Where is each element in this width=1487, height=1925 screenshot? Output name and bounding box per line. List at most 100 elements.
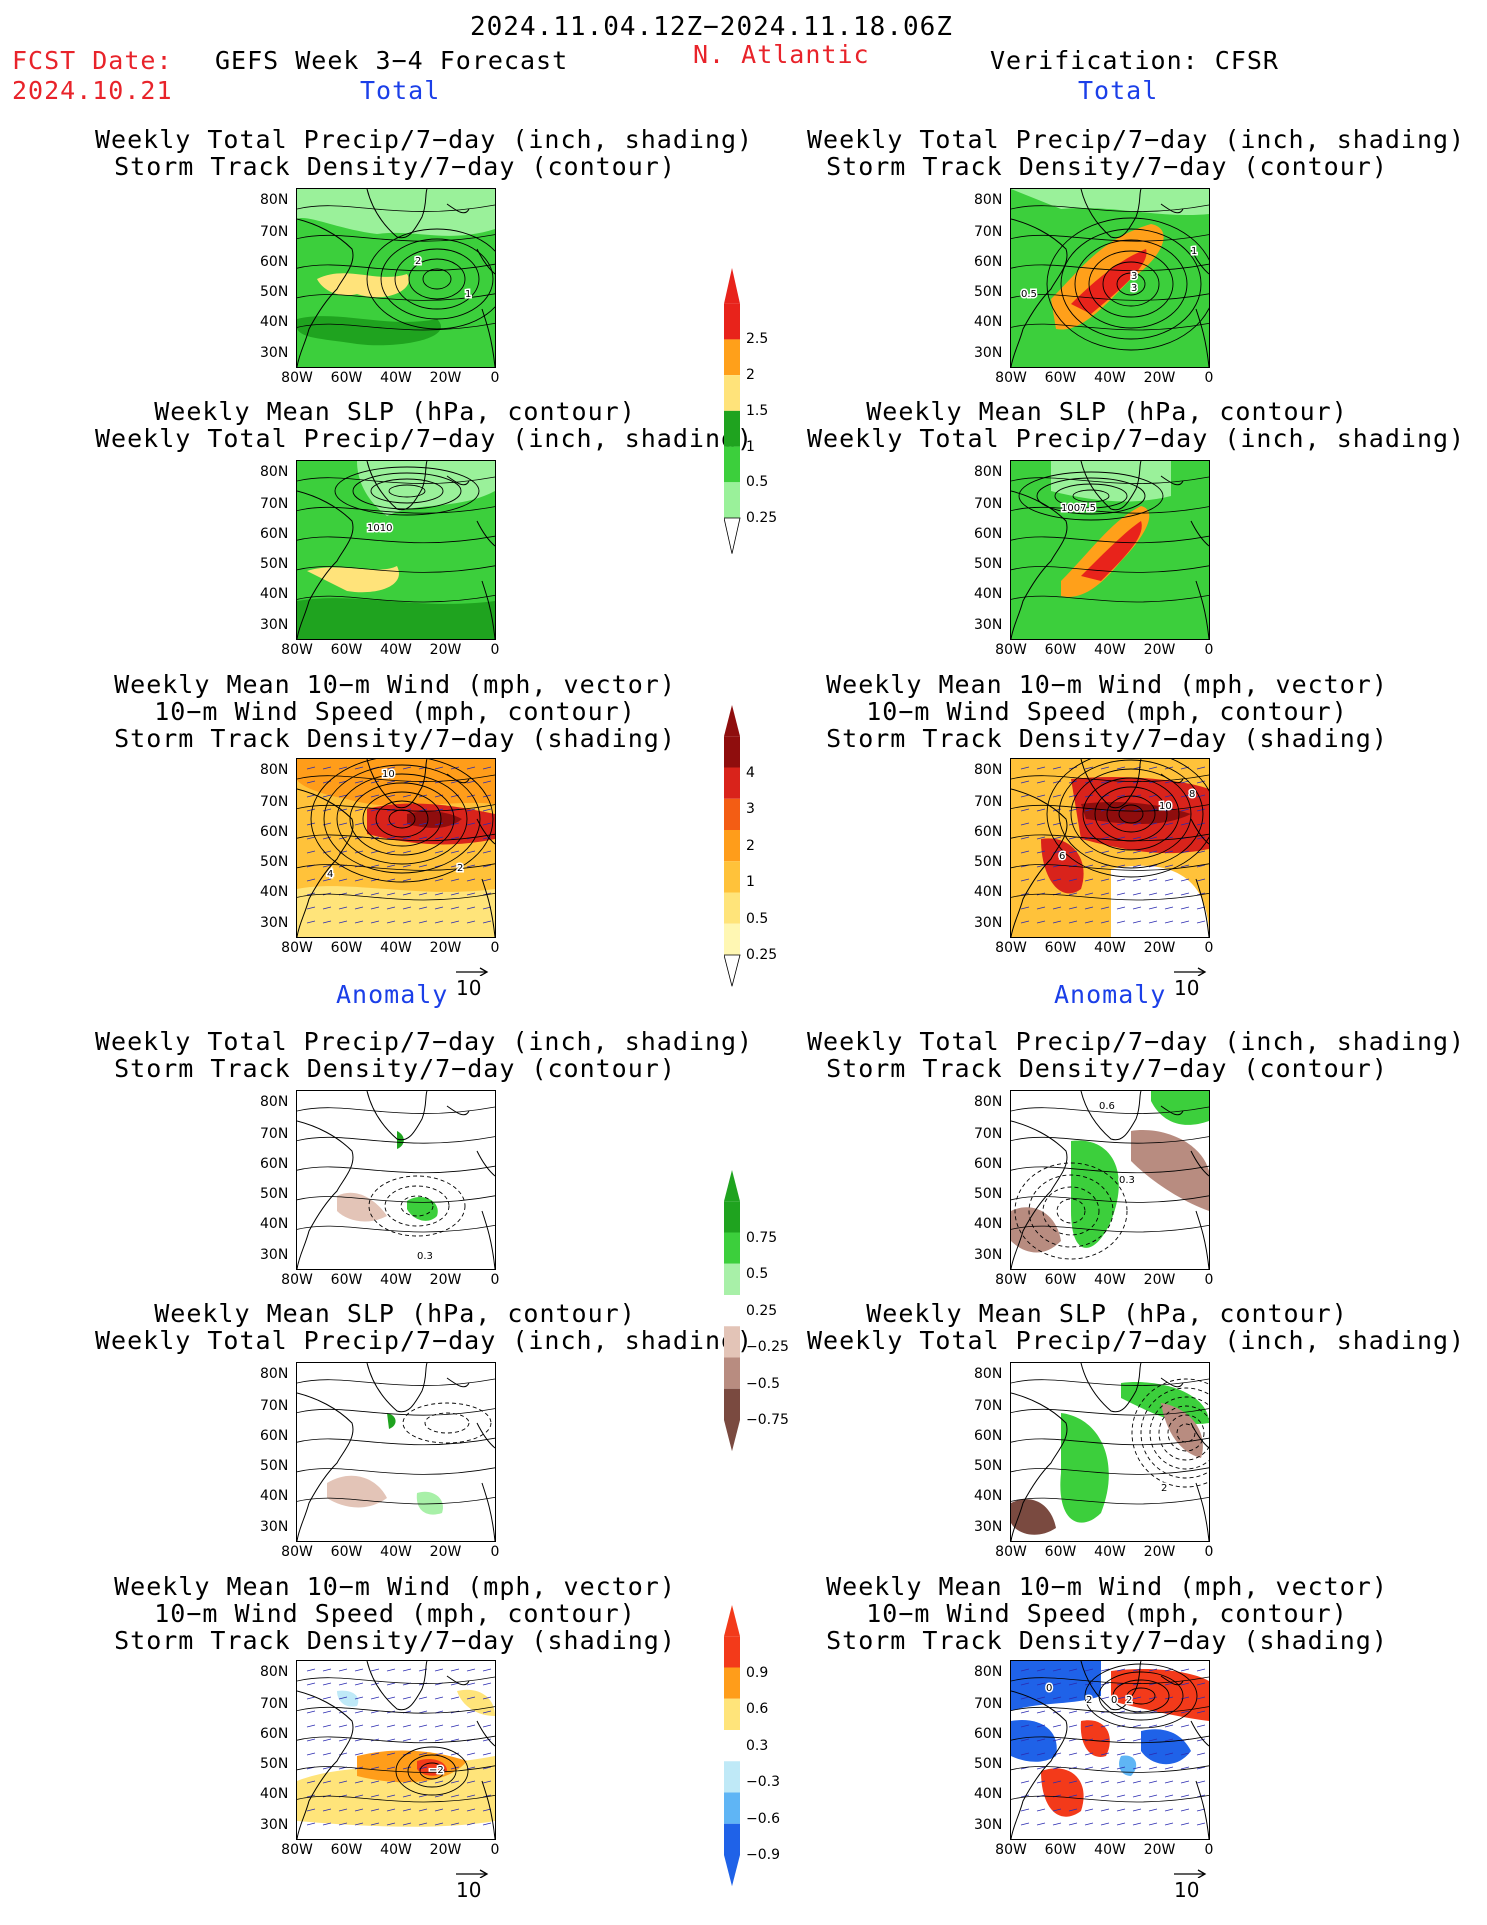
wind-vector <box>1036 1738 1046 1742</box>
wind-vector <box>322 1710 332 1714</box>
wind-vector <box>1020 920 1030 924</box>
lat-tick-label: 80N <box>974 1366 1003 1383</box>
wind-vector <box>1100 1822 1110 1826</box>
contour-line <box>422 268 452 290</box>
wind-vector <box>1052 1710 1062 1714</box>
wind-vector <box>322 766 332 770</box>
lat-tick-label: 30N <box>260 1518 289 1535</box>
wind-vector <box>1164 1724 1174 1728</box>
wind-vector <box>354 1794 364 1798</box>
wind-vector <box>338 1682 348 1686</box>
wind-vector <box>1148 920 1158 924</box>
wind-vector <box>1036 1752 1046 1756</box>
wind-vector <box>1116 1794 1126 1798</box>
contour-line <box>1158 1405 1209 1461</box>
coastline <box>366 1363 428 1413</box>
contour-line <box>1011 476 1209 484</box>
colorbar-cap <box>724 1170 740 1202</box>
wind-vector <box>1036 1710 1046 1714</box>
wind-vector <box>386 836 396 840</box>
contour-label: 0 <box>1111 1695 1117 1706</box>
lat-tick-label: 30N <box>260 344 289 361</box>
lat-tick-label: 80N <box>974 1664 1003 1681</box>
contour-line <box>380 238 494 320</box>
wind-vector <box>386 1724 396 1728</box>
wind-vector <box>1084 864 1094 868</box>
wind-vector <box>1100 1766 1110 1770</box>
coastline <box>1160 1105 1184 1116</box>
wind-vector <box>1132 1724 1142 1728</box>
wind-vector <box>306 1794 316 1798</box>
shaded-region <box>297 189 495 236</box>
wind-vector <box>306 836 316 840</box>
colorbar-segment <box>724 1636 740 1668</box>
wind-vector <box>1084 920 1094 924</box>
contour-line <box>375 800 429 838</box>
vector-reference-r3: 10 <box>1174 966 1208 1000</box>
wind-vector <box>402 1766 412 1770</box>
wind-vector <box>1100 1724 1110 1728</box>
lon-tick-label: 60W <box>330 642 363 658</box>
wind-vector <box>338 1808 348 1812</box>
wind-vector <box>450 1752 460 1756</box>
model-title: GEFS Week 3−4 Forecast <box>215 46 569 75</box>
wind-vector <box>1068 1724 1078 1728</box>
contour-line <box>1011 1106 1209 1114</box>
shaded-region <box>1111 1669 1209 1721</box>
contour-line <box>1046 217 1209 351</box>
wind-vector <box>1180 1752 1190 1756</box>
wind-vector <box>1196 1724 1206 1728</box>
colorbar-tick-label: 0.25 <box>746 1302 778 1319</box>
contour-line <box>395 1746 469 1796</box>
coastline <box>476 1422 495 1449</box>
contour-label: 8 <box>1189 789 1195 800</box>
coastline <box>446 475 470 486</box>
colorbar-tick-label: −0.9 <box>746 1847 780 1863</box>
coastline <box>1011 1392 1068 1541</box>
panel-title-r2: Weekly Mean SLP (hPa, contour) Weekly Tot… <box>807 397 1466 453</box>
wind-vector <box>306 1668 316 1672</box>
colorbar-storm-track-anomaly: 0.9 0.6 0.3 −0.3 −0.6 −0.9 <box>724 1605 844 1895</box>
wind-vector <box>354 808 364 812</box>
coastline <box>481 580 495 639</box>
contour-label: −2 <box>429 1765 444 1776</box>
map-panel-forecast-wind-anomaly: −2 <box>296 1660 496 1840</box>
lon-tick-label: 0 <box>490 1272 500 1288</box>
lon-tick-label: 60W <box>1044 1544 1077 1560</box>
wind-vector <box>1180 1794 1190 1798</box>
wind-vector <box>418 808 428 812</box>
contour-line <box>297 893 495 901</box>
wind-vector <box>322 1752 332 1756</box>
colorbar-storm-track-total: 4 3 2 1 0.5 0.25 <box>724 705 844 995</box>
wind-vector <box>450 1780 460 1784</box>
lon-tick-label: 20W <box>1143 1272 1176 1288</box>
wind-vector <box>386 1766 396 1770</box>
lat-tick-label: 30N <box>260 1246 289 1263</box>
contour-line <box>297 1106 495 1114</box>
wind-vector <box>386 1780 396 1784</box>
wind-vector <box>1196 1752 1206 1756</box>
contour-label: 6 <box>1059 851 1065 862</box>
coastline <box>481 1482 495 1541</box>
lon-tick-label: 40W <box>1094 642 1126 658</box>
wind-vector <box>466 1710 476 1714</box>
panel-title-r6: Weekly Mean 10−m Wind (mph, vector) 10−m … <box>826 1572 1388 1655</box>
wind-vector <box>1116 906 1126 910</box>
lat-tick-label: 70N <box>260 1397 289 1414</box>
wind-vector <box>1180 1808 1190 1812</box>
contour-label: 4 <box>327 869 333 880</box>
shaded-region <box>1161 1403 1203 1458</box>
colorbar-cap <box>724 954 741 987</box>
contour-line <box>297 774 495 782</box>
contour-line <box>297 234 495 242</box>
shaded-region <box>1131 1130 1209 1211</box>
wind-vector <box>1148 1752 1158 1756</box>
contour-line <box>352 472 462 510</box>
contour-line <box>1058 759 1204 869</box>
colorbar-cap <box>724 268 740 304</box>
wind-vector <box>1068 1780 1078 1784</box>
wind-vector <box>1132 794 1142 798</box>
wind-vector <box>1180 878 1190 882</box>
colorbar-precip-anomaly: 0.75 0.5 0.25 −0.25 −0.5 −0.75 <box>724 1170 844 1460</box>
lon-tick-label: 80W <box>281 1544 313 1560</box>
